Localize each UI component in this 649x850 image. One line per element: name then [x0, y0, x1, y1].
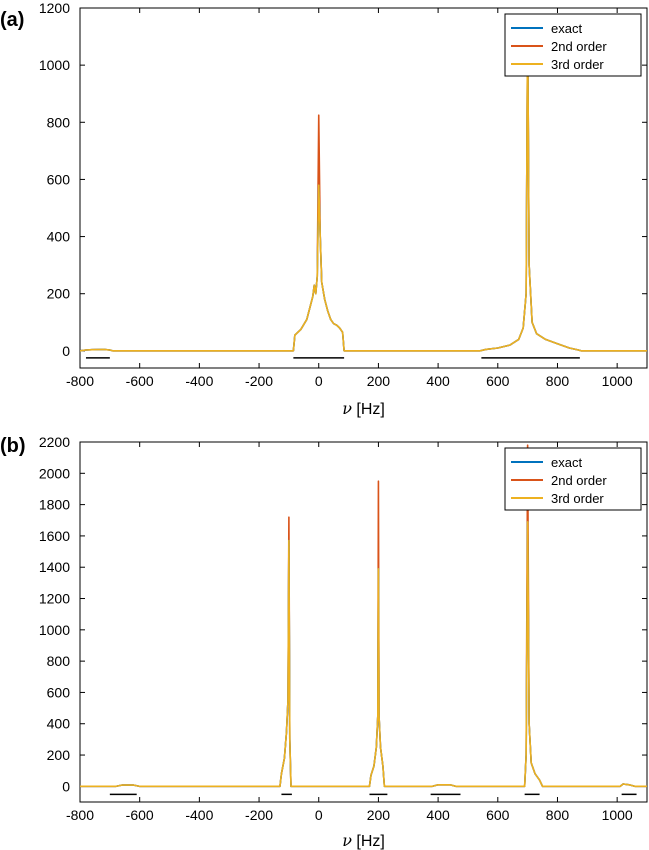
legend-label: exact	[551, 21, 582, 36]
legend-label: exact	[551, 455, 582, 470]
data-layer	[80, 15, 647, 359]
y-tick-label: 400	[47, 229, 71, 245]
chart-panel-a: (a) -800 -600 -400 -200 0 200 400 600 800 1000 0 200…	[0, 0, 648, 418]
x-axis-label: ν [Hz]	[342, 831, 385, 850]
data-layer	[80, 444, 647, 796]
y-tick-label: 1400	[39, 559, 70, 575]
x-tick-label: 200	[367, 807, 391, 823]
x-tick-label: -400	[185, 373, 213, 389]
y-tick-label: 0	[62, 778, 70, 794]
y-tick-label: 1600	[39, 528, 70, 544]
x-tick-label: -600	[126, 373, 154, 389]
series-line-exact	[80, 521, 647, 788]
chart-panel-b: (b) -800 -600 -400 -200 0 200 400 600 800 1000 0 200…	[0, 434, 648, 850]
legend-label: 2nd order	[551, 39, 607, 54]
x-tick-label: 400	[426, 807, 450, 823]
y-tick-label: 2000	[39, 465, 70, 481]
y-tick-label: 400	[47, 716, 71, 732]
x-tick-label: -400	[185, 807, 213, 823]
y-tick-label: 600	[47, 684, 71, 700]
x-tick-label: 400	[426, 373, 450, 389]
x-tick-label: 200	[367, 373, 391, 389]
x-tick-label: 800	[546, 807, 570, 823]
x-tick-label: 0	[315, 807, 323, 823]
y-tick-label: 1800	[39, 497, 70, 513]
x-tick-label: -200	[245, 807, 273, 823]
x-tick-label: -200	[245, 373, 273, 389]
x-tick-label: 0	[315, 373, 323, 389]
x-tick-label: -800	[66, 807, 94, 823]
panel-label: (b)	[0, 435, 26, 457]
y-tick-label: 1000	[39, 57, 70, 73]
y-tick-label: 600	[47, 171, 71, 187]
x-tick-label: 1000	[602, 807, 633, 823]
x-tick-label: 600	[486, 807, 510, 823]
legend: exact 2nd order 3rd order	[504, 13, 642, 77]
y-tick-label: 800	[47, 653, 71, 669]
x-tick-label: 1000	[602, 373, 633, 389]
legend: exact 2nd order 3rd order	[504, 447, 642, 511]
y-tick-label: 800	[47, 114, 71, 130]
y-tick-label: 1000	[39, 622, 70, 638]
panel-label: (a)	[0, 9, 24, 31]
y-tick-label: 200	[47, 747, 71, 763]
y-tick-label: 2200	[39, 434, 70, 450]
x-tick-label: -800	[66, 373, 94, 389]
legend-label: 2nd order	[551, 473, 607, 488]
x-tick-label: -600	[126, 807, 154, 823]
series-line-3rd-order	[80, 521, 647, 788]
plot-frame	[79, 441, 648, 803]
y-tick-label: 0	[62, 343, 70, 359]
x-axis-label: ν [Hz]	[342, 399, 385, 418]
y-tick-label: 1200	[39, 591, 70, 607]
series-line-3rd-order	[80, 18, 647, 352]
legend-label: 3rd order	[551, 491, 604, 506]
plot-frame	[79, 7, 648, 369]
y-tick-label: 1200	[39, 0, 70, 16]
legend-label: 3rd order	[551, 57, 604, 72]
y-tick-label: 200	[47, 286, 71, 302]
x-tick-label: 800	[546, 373, 570, 389]
x-tick-label: 600	[486, 373, 510, 389]
